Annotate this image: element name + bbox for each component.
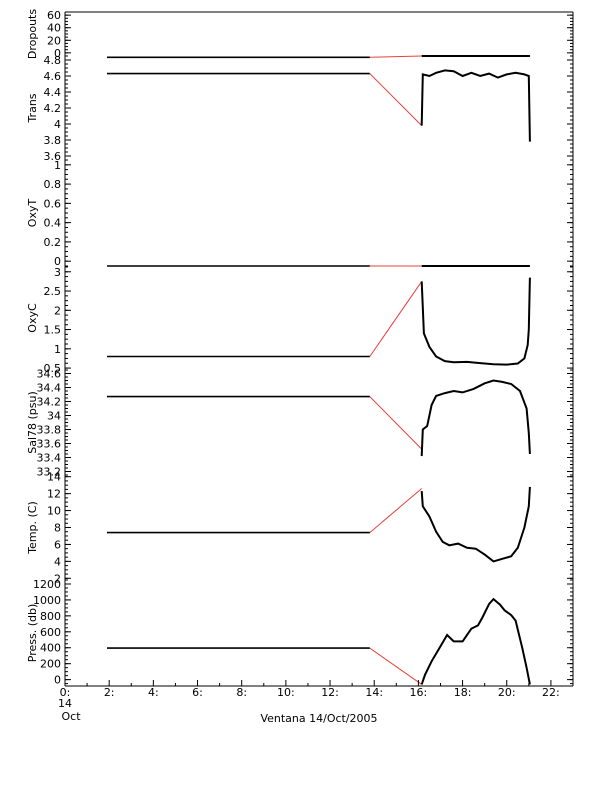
y-tick-label: 3.8 <box>44 134 62 147</box>
y-tick-label: 12 <box>47 488 61 501</box>
series-line-2 <box>420 277 531 366</box>
y-tick-label: 0 <box>54 255 61 268</box>
y-tick-label: 2.5 <box>44 285 62 298</box>
y-axis-label: Temp. (C) <box>26 501 39 555</box>
gap-interpolation-line <box>369 281 423 357</box>
y-tick-label: 34 <box>47 410 61 423</box>
panel-3: 0 0.2 0.4 0.6 0.8 1 OxyT <box>26 159 574 268</box>
y-tick-label: 0.2 <box>44 236 62 249</box>
gap-interpolation-line <box>369 55 422 58</box>
y-tick-label: 20 <box>47 34 61 47</box>
y-tick-label: 1 <box>54 159 61 172</box>
series-line-2 <box>420 597 531 685</box>
x-tick-label: 0: <box>60 686 71 699</box>
y-tick-label: 8 <box>54 522 61 535</box>
x-tick-label: 20: <box>498 686 516 699</box>
y-tick-label: 1000 <box>33 594 61 607</box>
x-tick-label: 18: <box>454 686 472 699</box>
y-tick-label: 14 <box>47 471 61 484</box>
y-tick-label: 34.6 <box>37 368 62 381</box>
x-date-label-day: 14 <box>58 697 72 710</box>
y-axis-label: Press. (db) <box>26 604 39 663</box>
y-tick-label: 33.8 <box>37 424 62 437</box>
y-tick-label: 0.4 <box>44 217 62 230</box>
y-axis-label: OxyC <box>26 303 39 333</box>
y-tick-label: 4.4 <box>44 86 62 99</box>
y-tick-label: 2 <box>54 304 61 317</box>
y-tick-label: 4.8 <box>44 54 62 67</box>
y-tick-label: 40 <box>47 22 61 35</box>
y-tick-label: 600 <box>40 626 61 639</box>
y-axis-label: Dropouts <box>26 9 39 59</box>
y-tick-label: 34.4 <box>37 382 62 395</box>
y-tick-label: 800 <box>40 610 61 623</box>
y-tick-label: 4.2 <box>44 102 62 115</box>
x-tick-label: 16: <box>410 686 428 699</box>
series-line-2 <box>420 486 531 563</box>
panel-2: 3.6 3.8 4 4.2 4.4 4.6 4.8 Trans <box>26 54 574 163</box>
panel-7: 0 200 400 600 800 1000 1200 Press. (db) <box>26 578 574 687</box>
x-tick-label: 22: <box>542 686 560 699</box>
y-tick-label: 60 <box>47 9 61 22</box>
gap-interpolation-line <box>369 396 423 450</box>
y-tick-label: 4.6 <box>44 70 62 83</box>
y-tick-label: 33.4 <box>37 452 62 465</box>
panel-4: 0.5 1 1.5 2 2.5 3 OxyC <box>26 266 574 375</box>
y-tick-label: 6 <box>54 538 61 551</box>
y-tick-label: 33.2 <box>37 466 62 479</box>
x-tick-label: 6: <box>192 686 203 699</box>
x-date-label-month: Oct <box>61 710 81 723</box>
y-tick-label: 0.5 <box>44 362 62 375</box>
series-line-2 <box>420 379 531 457</box>
y-axis-label: Trans <box>26 93 39 123</box>
x-tick-label: 2: <box>104 686 115 699</box>
series-line-2 <box>420 69 531 142</box>
panel-6: 2 4 6 8 10 12 14 Temp. (C) <box>26 471 574 585</box>
y-tick-label: 3 <box>54 266 61 279</box>
y-tick-label: 0 <box>54 674 61 687</box>
y-axis-label: OxyT <box>26 199 39 228</box>
x-tick-label: 4: <box>148 686 159 699</box>
x-tick-label: 8: <box>236 686 247 699</box>
y-tick-label: 400 <box>40 642 61 655</box>
y-tick-label: 200 <box>40 658 61 671</box>
y-tick-label: 4 <box>54 118 61 131</box>
gap-interpolation-line <box>369 647 422 685</box>
y-axis-label: Sal78 (psu) <box>26 391 39 454</box>
y-tick-label: 1200 <box>33 578 61 591</box>
gap-interpolation-line <box>369 73 423 126</box>
y-tick-label: 33.6 <box>37 438 62 451</box>
y-tick-label: 3.6 <box>44 150 62 163</box>
y-tick-label: 2 <box>54 572 61 585</box>
x-axis-title: Ventana 14/Oct/2005 <box>260 712 377 725</box>
y-tick-label: 34.2 <box>37 396 62 409</box>
x-tick-label: 14: <box>365 686 383 699</box>
y-tick-label: 1 <box>54 343 61 356</box>
y-tick-label: 1.5 <box>44 324 62 337</box>
x-tick-label: 12: <box>321 686 339 699</box>
y-tick-label: 4 <box>54 555 61 568</box>
y-tick-label: 10 <box>47 505 61 518</box>
y-tick-label: 0 <box>54 47 61 60</box>
y-tick-label: 0.6 <box>44 197 62 210</box>
y-tick-label: 0.8 <box>44 178 62 191</box>
x-tick-label: 10: <box>277 686 295 699</box>
gap-interpolation-line <box>369 488 423 533</box>
